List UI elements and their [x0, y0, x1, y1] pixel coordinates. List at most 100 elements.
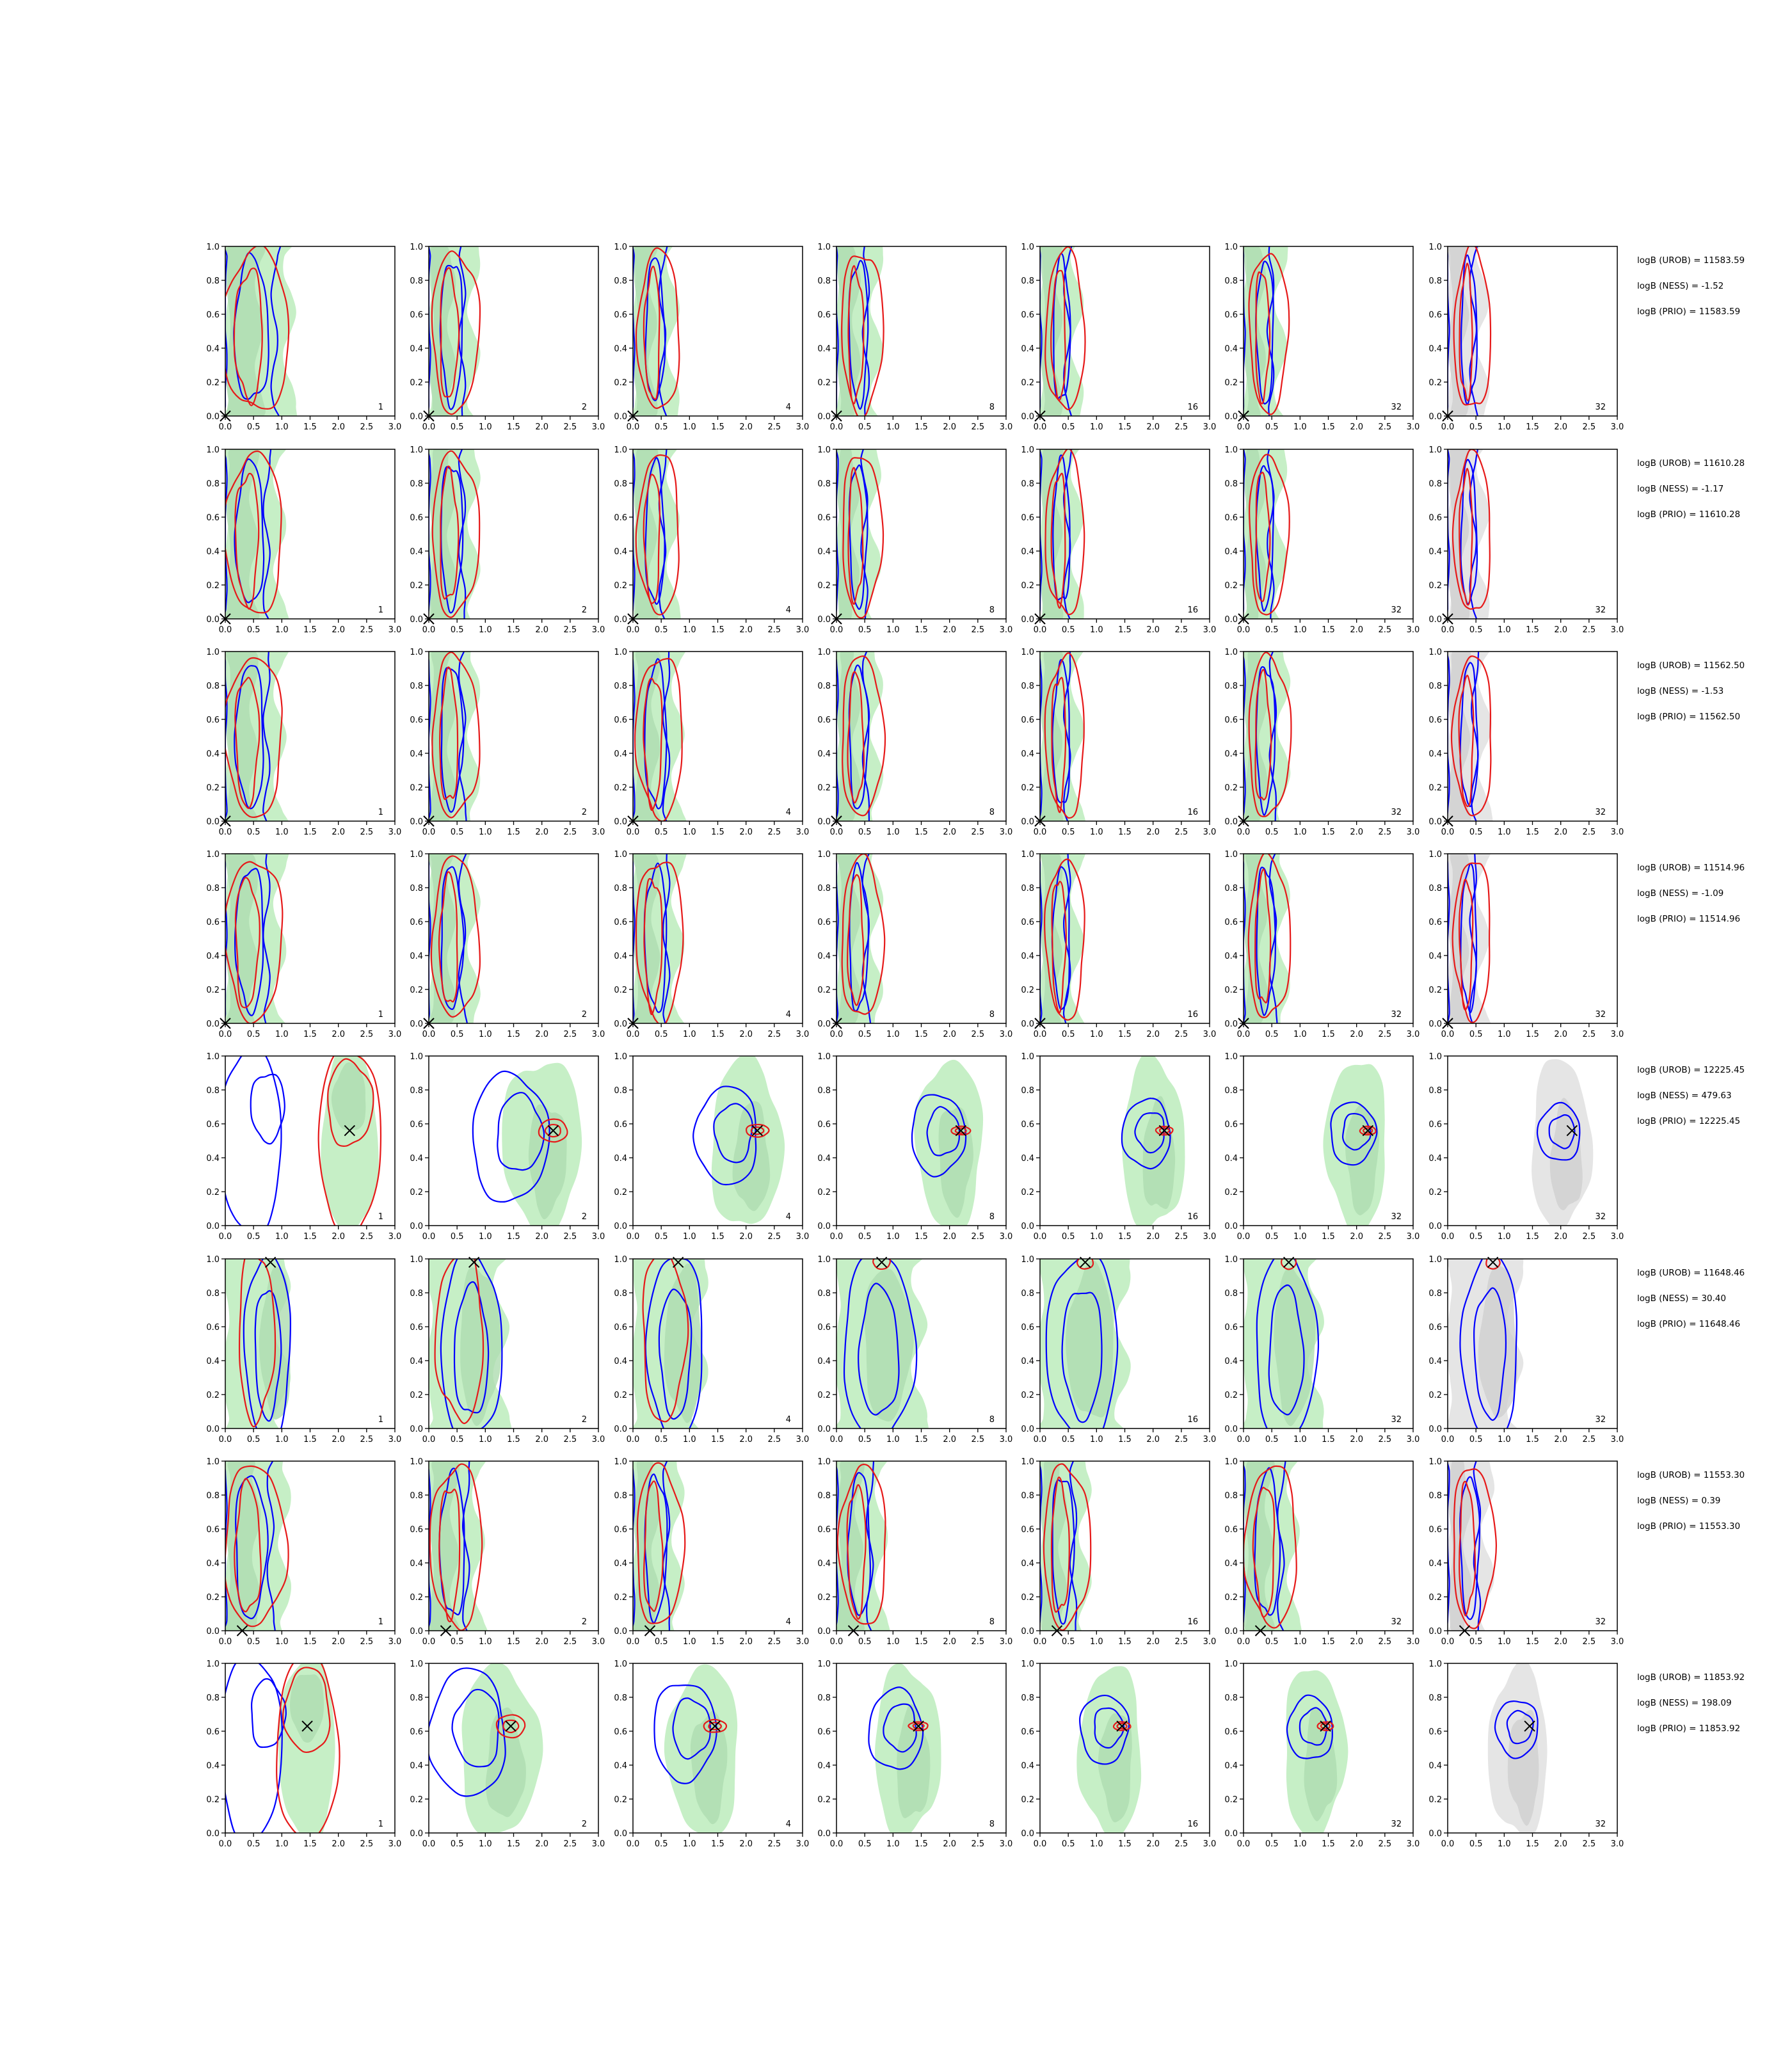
y-tick-label: 0.6 [1428, 918, 1442, 927]
posterior-fill-inner [1244, 449, 1267, 619]
y-tick-label: 1.0 [410, 1660, 423, 1669]
x-tick-label: 3.0 [796, 1232, 810, 1242]
blue-contour-inner [644, 658, 668, 810]
posterior-fill-inner [1244, 246, 1267, 416]
x-tick-label: 1.0 [275, 1232, 289, 1242]
x-tick-label: 1.5 [507, 1637, 520, 1647]
x-tick-label: 0.0 [830, 1435, 844, 1444]
x-tick-label: 2.0 [1554, 828, 1567, 837]
x-tick-label: 2.5 [563, 1232, 577, 1242]
y-tick-label: 0.4 [614, 1154, 627, 1164]
posterior-fill-inner [460, 1267, 502, 1427]
panel-r8-c1: 0.0 0.5 1.0 1.5 2.0 2.5 3.0 0.0 0.2 0.4 0.6 0.8 1.0 1 [206, 1660, 401, 1849]
plot-area [429, 652, 481, 821]
x-tick-label: 2.0 [1554, 1637, 1567, 1647]
x-tick-label: 0.5 [451, 625, 464, 635]
blue-contour-inner [1341, 1112, 1372, 1151]
column-label: 4 [786, 403, 791, 412]
x-tick-label: 1.0 [683, 1232, 696, 1242]
x-tick-label: 1.5 [1526, 828, 1539, 837]
posterior-fill-inner [1274, 1267, 1316, 1427]
x-tick-label: 3.0 [1407, 1839, 1420, 1849]
red-contour-outer [431, 250, 481, 415]
y-tick-label: 0.8 [206, 884, 220, 893]
y-tick-label: 0.2 [614, 986, 627, 995]
x-tick-label: 2.5 [971, 625, 984, 635]
blue-contour-outer [1040, 652, 1071, 821]
posterior-fill-inner [1478, 1265, 1517, 1418]
red-contour-outer [1044, 246, 1086, 411]
x-tick-label: 1.0 [1293, 625, 1307, 635]
truth-marker [709, 1720, 721, 1732]
x-tick-label: 2.0 [1146, 422, 1160, 432]
x-tick-label: 2.0 [332, 1232, 345, 1242]
x-tick-label: 2.0 [1350, 1637, 1363, 1647]
plot-area [225, 854, 289, 1023]
plot-area [225, 1259, 292, 1428]
y-tick-label: 0.0 [1224, 1222, 1238, 1231]
blue-contour-outer [868, 1686, 924, 1770]
y-tick-label: 0.2 [1224, 783, 1238, 793]
y-tick-label: 0.4 [817, 1154, 831, 1164]
x-tick-label: 1.0 [1498, 1435, 1511, 1444]
y-tick-label: 0.6 [206, 310, 220, 320]
red-contour-outer [1248, 253, 1290, 415]
plot-area [225, 652, 289, 821]
y-tick-label: 1.0 [614, 243, 627, 252]
x-tick-label: 2.5 [1174, 1839, 1188, 1849]
y-tick-label: 0.2 [817, 581, 831, 591]
y-tick-label: 0.4 [1021, 1357, 1034, 1366]
red-contour-inner [643, 1480, 664, 1612]
y-tick-label: 0.2 [817, 986, 831, 995]
x-tick-label: 1.0 [275, 422, 289, 432]
x-tick-label: 2.5 [1378, 828, 1391, 837]
column-label: 32 [1391, 605, 1402, 615]
y-tick-label: 1.0 [614, 1457, 627, 1467]
red-contour-inner [233, 268, 263, 406]
plot-area [1448, 854, 1491, 1023]
y-tick-label: 1.0 [206, 445, 220, 455]
y-tick-label: 1.0 [817, 1052, 831, 1062]
y-tick-label: 0.8 [206, 276, 220, 286]
posterior-fill-inner [1066, 1260, 1114, 1418]
x-tick-label: 2.0 [332, 1030, 345, 1039]
x-tick-label: 0.0 [1237, 422, 1251, 432]
x-tick-label: 1.0 [1498, 1030, 1511, 1039]
x-tick-label: 0.0 [422, 828, 436, 837]
column-label: 32 [1391, 808, 1402, 817]
y-tick-label: 0.4 [1021, 1154, 1034, 1164]
y-tick-label: 0.0 [1428, 412, 1442, 422]
red-contour-inner [438, 1489, 461, 1622]
y-tick-label: 0.8 [817, 479, 831, 489]
blue-contour-inner [235, 1475, 269, 1620]
y-tick-label: 0.2 [614, 1391, 627, 1400]
logb-annotation: logB (NESS) = -1.52 [1637, 281, 1724, 291]
y-tick-label: 0.8 [817, 1491, 831, 1501]
logb-annotation: logB (NESS) = 0.39 [1637, 1496, 1720, 1506]
x-tick-label: 2.0 [739, 625, 753, 635]
plot-area [1448, 1461, 1498, 1631]
y-tick-label: 1.0 [410, 648, 423, 657]
x-tick-label: 1.0 [683, 1839, 696, 1849]
logb-annotation: logB (UROB) = 11583.59 [1637, 255, 1745, 266]
y-tick-label: 0.8 [1021, 884, 1034, 893]
x-tick-label: 1.0 [683, 422, 696, 432]
red-contour-inner [643, 474, 661, 604]
column-label: 32 [1391, 1617, 1402, 1627]
x-tick-label: 3.0 [796, 625, 810, 635]
red-contour-outer [1452, 449, 1491, 610]
y-tick-label: 0.6 [614, 918, 627, 927]
red-contour-outer [1280, 1259, 1297, 1270]
x-tick-label: 1.0 [1090, 828, 1103, 837]
row-7-annotations: logB (UROB) = 11553.30 logB (NESS) = 0.39… [1637, 1470, 1745, 1532]
x-tick-label: 2.0 [943, 1637, 956, 1647]
y-tick-label: 0.8 [1224, 1289, 1238, 1299]
red-contour-inner [1459, 1480, 1476, 1617]
x-tick-label: 1.5 [507, 1030, 520, 1039]
y-tick-label: 0.2 [1021, 986, 1034, 995]
x-tick-label: 3.0 [1611, 1435, 1624, 1444]
x-tick-label: 1.5 [303, 1637, 317, 1647]
x-tick-label: 0.5 [655, 1435, 668, 1444]
y-tick-label: 0.6 [410, 513, 423, 523]
x-tick-label: 2.0 [1350, 1232, 1363, 1242]
